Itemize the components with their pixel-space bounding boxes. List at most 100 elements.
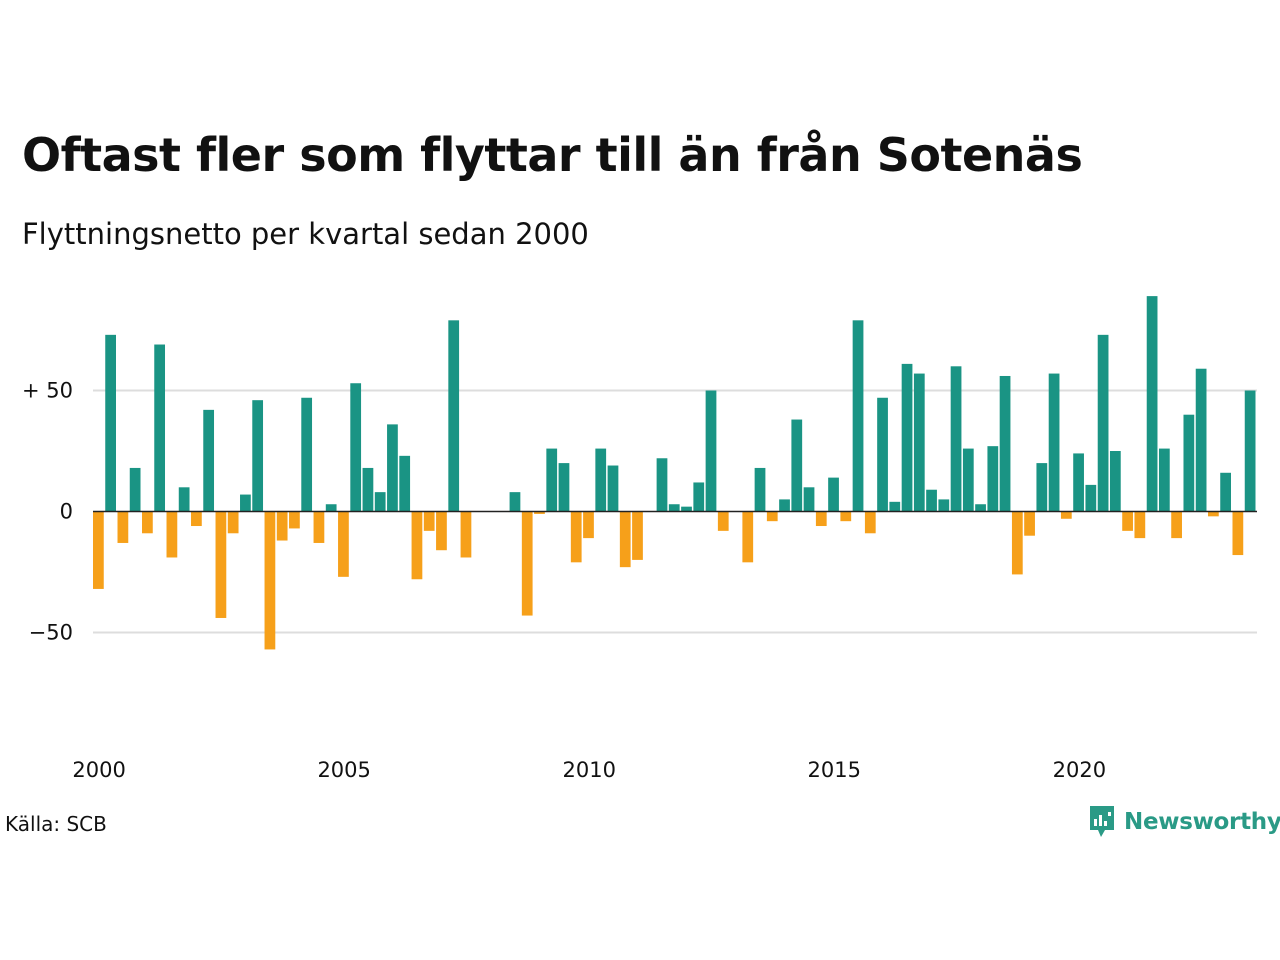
y-axis-labels: + 50 0 −50 [22,379,73,645]
bar [1097,334,1109,512]
bar [252,400,264,512]
bar [570,511,582,563]
bar [1048,373,1060,512]
bar [668,504,680,512]
bar [142,511,153,534]
x-tick-label: 2010 [563,758,616,782]
bar [191,511,202,527]
bar [901,363,913,512]
bar [215,511,227,618]
bar [423,511,435,531]
bar [583,511,594,539]
bar [975,504,986,512]
grid-lines [93,389,1257,634]
bar [1158,448,1170,512]
bar [864,511,876,534]
bar [791,419,803,512]
bar [154,344,166,512]
bar [301,397,313,512]
bar [509,492,521,512]
bar [1024,511,1035,536]
bar [815,511,827,527]
bar [742,511,754,563]
bar [1011,511,1023,575]
bar [1183,414,1195,512]
bar [889,501,901,512]
source-note: Källa: SCB [5,812,107,836]
bar [338,511,349,577]
bar [926,489,937,512]
bar [387,424,398,512]
bar [1232,511,1244,556]
bar [938,499,950,512]
bar [289,511,300,529]
bar [546,448,558,512]
bar [619,511,631,568]
bar [1134,511,1146,539]
bar [1220,472,1231,512]
bar [1036,463,1048,512]
bar [436,511,447,551]
bar [705,390,717,512]
bar [754,467,766,512]
x-tick-label: 2020 [1053,758,1106,782]
newsworthy-logo: Newsworthy [1088,804,1280,840]
x-tick-label: 2000 [72,758,125,782]
bar [962,448,974,512]
bar [1207,511,1219,517]
bar [913,373,925,512]
bar [558,463,570,512]
bar [840,511,852,522]
bar [1109,451,1121,512]
bar [803,487,815,512]
bar [595,448,607,512]
bar [129,467,141,512]
bar [766,511,778,522]
bar [987,446,999,512]
y-tick-label: 0 [60,500,73,524]
bar [313,511,325,543]
bar [460,511,472,558]
bar [779,499,790,512]
bar [1244,390,1256,512]
y-tick-label: −50 [29,621,73,645]
bars [93,296,1256,650]
bar [999,375,1011,512]
x-tick-label: 2015 [808,758,861,782]
bar [681,506,692,512]
bar [1073,453,1084,512]
logo-text: Newsworthy [1124,809,1280,835]
chart-title: Oftast fler som flyttar till än från Sot… [22,128,1083,182]
bar [264,511,276,650]
bar [350,383,362,512]
bar [1146,296,1158,512]
bar [1195,368,1207,512]
bar [828,477,839,512]
bar [693,482,705,512]
bar [325,504,337,512]
bar [521,511,533,616]
bar [448,320,460,512]
bar [166,511,178,558]
bar [852,320,864,512]
bar [240,494,251,512]
bar [227,511,239,534]
x-axis-labels: 2000 2005 2010 2015 2020 [72,758,1106,782]
bar [632,511,643,560]
bar [656,458,668,512]
bar [717,511,729,531]
newsworthy-logo-icon [1090,806,1114,837]
y-tick-label: + 50 [22,379,73,403]
bar [534,511,545,514]
bar [1060,511,1072,519]
chart-subtitle: Flyttningsnetto per kvartal sedan 2000 [22,217,589,251]
bar [607,465,619,512]
bar [1122,511,1133,531]
bar [374,492,386,512]
bar [877,397,888,512]
bar [1171,511,1182,539]
bar [178,487,190,512]
bar [203,409,215,512]
bar [1085,484,1097,512]
